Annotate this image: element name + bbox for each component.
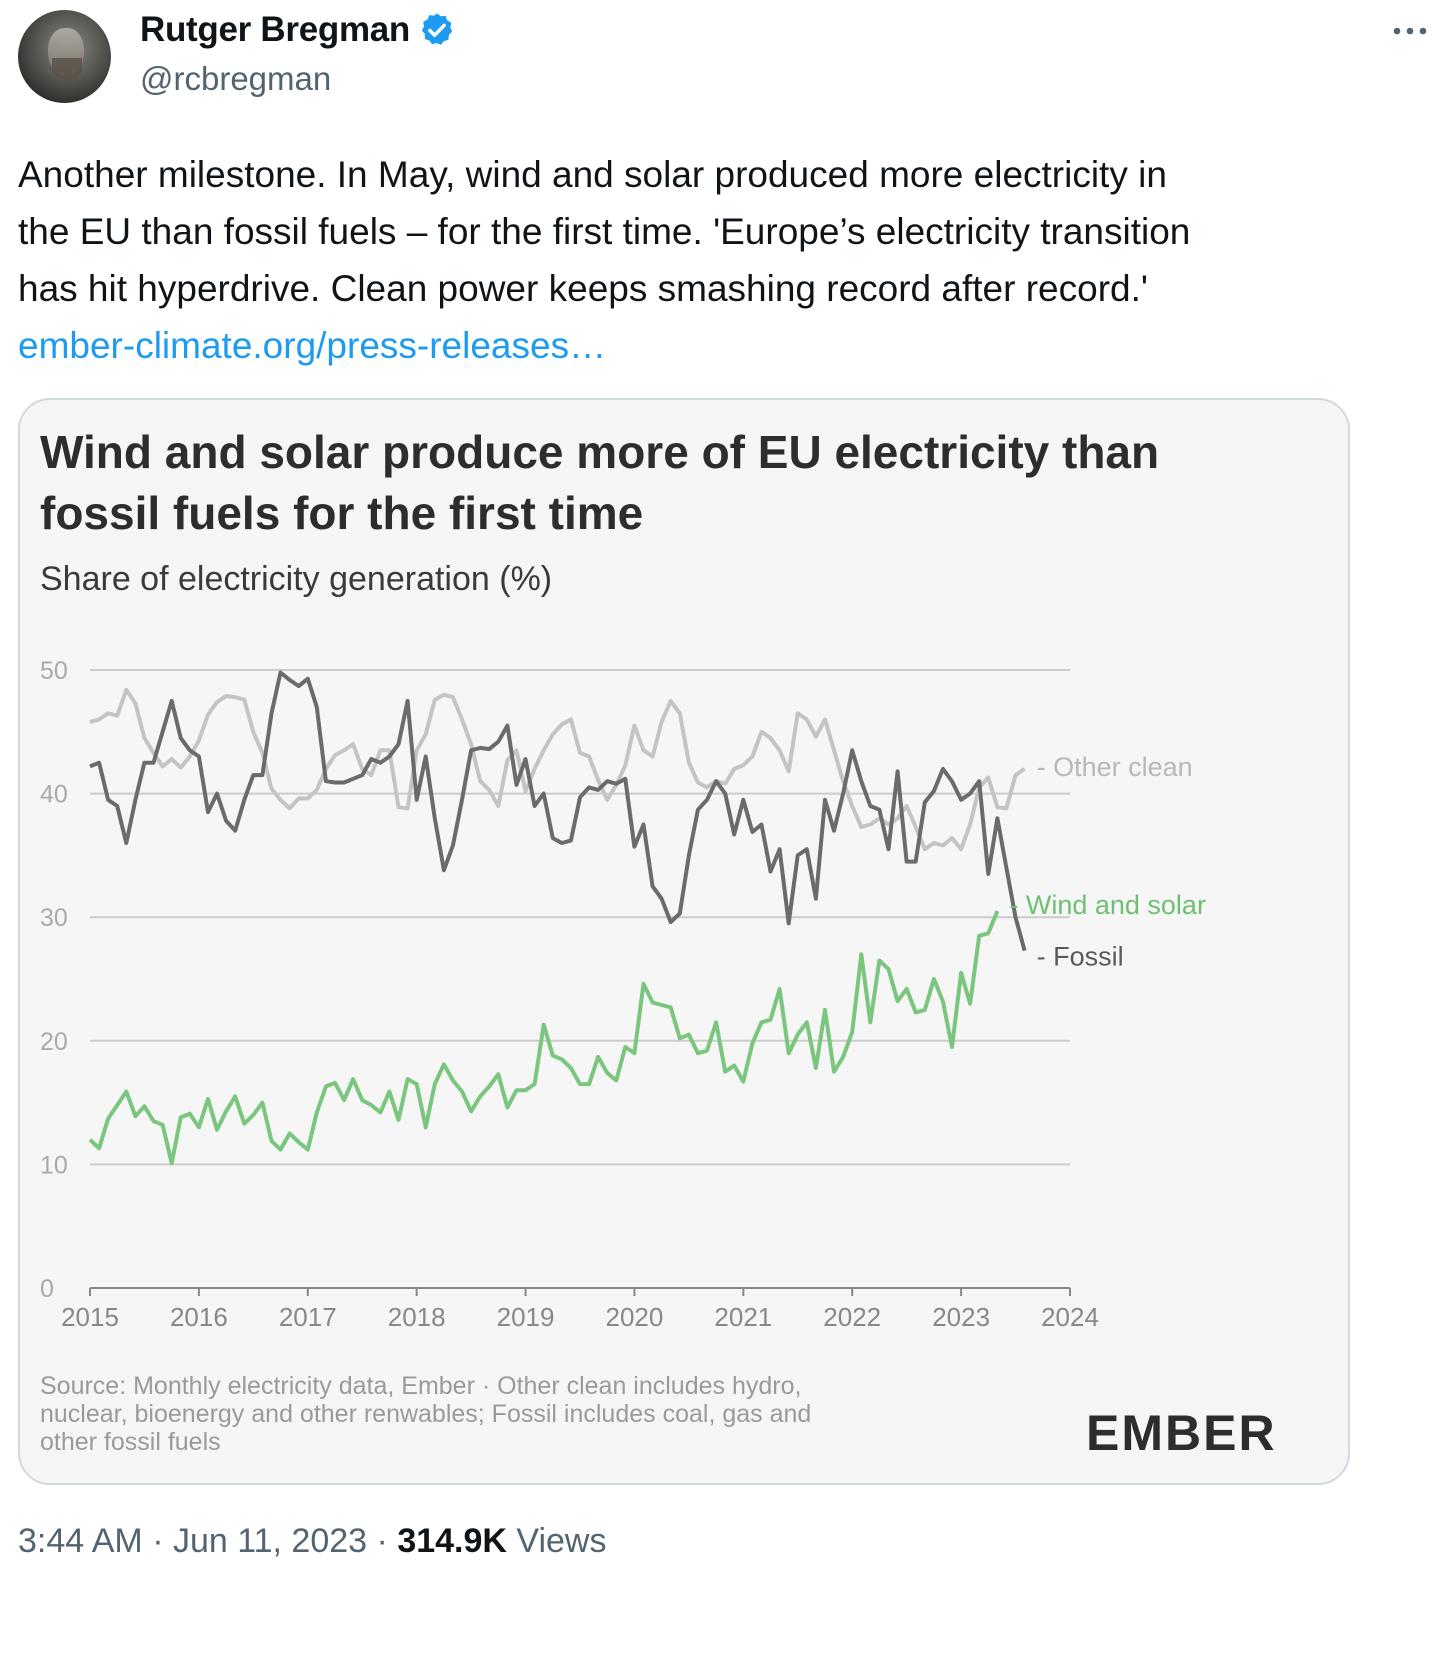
series-line-other-clean (89, 687, 1026, 852)
x-tick-label: 2021 (714, 1302, 772, 1332)
more-options-icon[interactable] (1390, 18, 1430, 44)
tweet-meta: 3:44 AM · Jun 11, 2023 · 314.9K Views (18, 1522, 607, 1561)
handle[interactable]: @rcbregman (140, 60, 332, 97)
author-row: Rutger Bregman (140, 10, 456, 50)
y-tick-label: 50 (40, 657, 68, 685)
avatar-beard (52, 58, 82, 80)
meta-separator: · (376, 1522, 388, 1560)
x-tick-label: 2024 (1041, 1302, 1099, 1332)
tweet-text-line: has hit hyperdrive. Clean power keeps sm… (18, 268, 1148, 309)
ember-logo: EMBER (1086, 1405, 1277, 1461)
source-note: Source: Monthly electricity data, Ember … (40, 1372, 1000, 1456)
y-tick-label: 0 (40, 1275, 54, 1303)
series-line-fossil (89, 670, 1027, 952)
series-line-wind-and-solar (88, 910, 1000, 1166)
views-label: Views (516, 1522, 607, 1560)
x-tick-label: 2019 (497, 1302, 555, 1332)
views-count: 314.9K (397, 1522, 507, 1560)
series-label: - Fossil (1037, 942, 1124, 972)
x-tick-label: 2020 (606, 1302, 664, 1332)
x-tick-label: 2017 (279, 1302, 337, 1332)
x-tick-label: 2015 (61, 1302, 119, 1332)
y-tick-label: 40 (40, 781, 68, 809)
verified-badge-icon (421, 13, 453, 45)
series-label: - Wind and solar (1009, 890, 1206, 920)
source-line: other fossil fuels (40, 1428, 221, 1456)
tweet-text-line: the EU than fossil fuels – for the first… (18, 211, 1191, 252)
x-tick-label: 2018 (388, 1302, 446, 1332)
meta-separator: · (152, 1522, 164, 1560)
y-tick-label: 30 (40, 904, 68, 932)
series-label: - Other clean (1037, 752, 1193, 782)
tweet-text-line: Another milestone. In May, wind and sola… (18, 154, 1167, 195)
chart-title-line: Wind and solar produce more of EU electr… (40, 426, 1160, 478)
chart-title: Wind and solar produce more of EU electr… (40, 422, 1300, 544)
source-line: Source: Monthly electricity data, Ember … (40, 1372, 802, 1400)
chart-subtitle: Share of electricity generation (%) (40, 560, 553, 598)
tweet-link[interactable]: ember-climate.org/press-releases… (18, 325, 607, 366)
chart-title-line: fossil fuels for the first time (40, 487, 644, 539)
x-tick-label: 2023 (932, 1302, 990, 1332)
x-tick-label: 2022 (823, 1302, 881, 1332)
y-tick-label: 20 (40, 1028, 68, 1056)
source-line: nuclear, bioenergy and other renwables; … (40, 1400, 812, 1428)
line-chart: 0 10 20 30 40 50 2015 2016 2017 2018 2019 2020 2021 2… (40, 657, 1206, 1332)
y-tick-label: 10 (40, 1151, 68, 1179)
display-name[interactable]: Rutger Bregman (140, 10, 411, 49)
tweet-text: Another milestone. In May, wind and sola… (18, 146, 1388, 374)
chart-card[interactable]: Wind and solar produce more of EU electr… (18, 398, 1350, 1485)
tweet-date[interactable]: Jun 11, 2023 (172, 1522, 368, 1560)
tweet-time[interactable]: 3:44 AM (18, 1522, 143, 1560)
x-tick-label: 2016 (170, 1302, 228, 1332)
avatar[interactable] (18, 10, 111, 103)
